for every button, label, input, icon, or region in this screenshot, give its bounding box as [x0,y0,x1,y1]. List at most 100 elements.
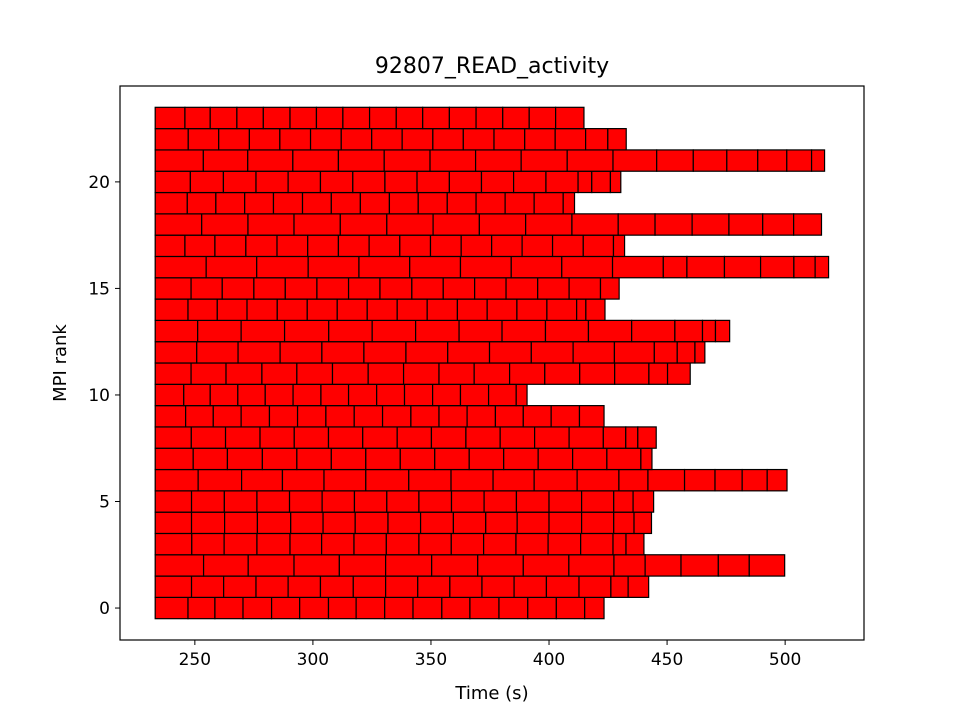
y-tick-label: 5 [99,493,110,513]
bar-segment [325,405,355,428]
bar-segment [237,341,281,364]
bar-segment [550,405,581,428]
x-tick-label: 500 [769,650,801,670]
bar-segment [287,170,322,194]
bar-segment [501,319,547,343]
bar-segment [640,447,653,471]
x-tick-label: 250 [179,650,211,670]
bar-segment [411,277,444,300]
bar-segment [568,426,604,449]
bar-segment [612,532,627,556]
bar-segment [465,426,501,449]
bar-segment [358,255,411,279]
bar-segment [572,341,616,364]
bar-segment [154,234,186,258]
bar-segment [405,341,449,364]
bar-segment [154,298,189,321]
bar-segment [154,213,203,236]
bar-segment [279,128,312,151]
bar-segment [610,575,629,598]
bar-segment [184,106,211,130]
bar-segment [209,106,238,130]
bar-segment [289,106,318,130]
bar-segment [474,149,522,172]
bar-segment [154,468,199,492]
bar-segment [395,106,424,130]
bar-segment [515,532,549,556]
bar-segment [717,554,750,577]
bar-segment [154,490,193,513]
bar-segment [446,191,477,215]
bar-segment [154,191,188,215]
bar-segment [296,362,334,385]
bar-segment [292,383,322,407]
bar-segment [653,341,678,364]
bar-segment [631,319,676,343]
bar-segment [412,596,443,620]
bar-segment [289,532,323,556]
bar-segment [674,319,704,343]
bar-segment [296,405,327,428]
bar-segment [184,234,216,258]
bar-segment [327,596,357,620]
bar-segment [197,468,243,492]
bar-segment [546,298,578,321]
bar-segment [253,277,286,300]
x-axis-ticks: 250 300 350 400 450 500 [179,640,801,670]
bar-segment [376,383,406,407]
bar-segment [287,575,322,598]
bar-segment [585,128,609,151]
bar-segment [810,149,826,172]
bar-segment [225,362,263,385]
bar-segment [613,341,655,364]
bar-segment [434,447,470,471]
bar-segment [359,191,391,215]
bar-segment [422,106,450,130]
bar-segment [215,191,246,215]
bar-segment [242,596,273,620]
bar-segment [515,383,528,407]
bar-segment [368,234,401,258]
bar-segment [426,298,459,321]
bar-segment [637,426,657,449]
bar-segment [632,490,655,513]
bar-segment [330,447,367,471]
bar-segment [456,298,488,321]
bar-segment [418,532,452,556]
bar-segment [551,234,584,258]
bar-segment [656,149,694,172]
bar-segment [256,532,291,556]
bar-segment [340,128,373,151]
bar-segment [723,255,762,279]
bar-segment [449,575,483,598]
bar-segment [516,298,548,321]
bar-segment [432,128,464,151]
bar-segment [625,532,645,556]
bar-segment [505,277,539,300]
chart-title: 92807_READ_activity [375,54,609,79]
bar-segment [534,426,570,449]
bar-segment [241,468,284,492]
bar-segment [190,426,227,449]
bar-segment [473,362,511,385]
bar-segment [459,255,512,279]
bar-segment [321,532,355,556]
y-tick-label: 0 [99,599,110,619]
bar-segment [766,468,788,492]
bar-segment [327,426,364,449]
bar-segment [336,298,368,321]
bar-segment [475,106,504,130]
bar-segment [662,255,688,279]
bar-segment [452,511,487,535]
bar-segment [385,532,420,556]
bar-segment [352,170,386,194]
bar-segment [371,319,417,343]
bar-segment [401,128,434,151]
bar-segment [613,554,646,577]
x-tick-label: 350 [415,650,447,670]
bar-segment [402,362,440,385]
bar-segment [186,191,217,215]
bar-segment [185,405,214,428]
bar-segment [365,468,410,492]
bar-segment [259,426,295,449]
